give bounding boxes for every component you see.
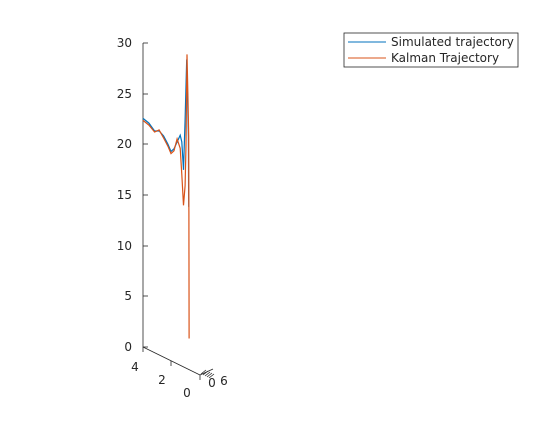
z-tick-30: 30 [117, 36, 148, 50]
y-tick-mark [208, 373, 215, 379]
z-tick-5: 5 [124, 289, 148, 303]
z-tick-25: 25 [117, 87, 148, 101]
legend-entry-simulated[interactable]: Simulated trajectory [348, 35, 514, 49]
z-tick-label: 25 [117, 87, 132, 101]
y-tick-mark [202, 370, 209, 376]
z-axis-ticks: 0 5 10 15 20 25 [117, 36, 148, 354]
x-axis-ticks: 4 2 0 [131, 347, 201, 400]
z-tick-label: 15 [117, 188, 132, 202]
y-tick-mark [206, 372, 213, 378]
x-tick-0: 0 [183, 375, 201, 400]
z-tick-label: 0 [124, 340, 132, 354]
z-tick-10: 10 [117, 239, 148, 253]
y-tick-mark [204, 371, 211, 377]
y-tick-label: 0 [208, 376, 216, 390]
y-axis-ticks: 0 6 [200, 369, 228, 390]
x-tick-label: 0 [183, 386, 191, 400]
legend[interactable]: Simulated trajectory Kalman Trajectory [343, 32, 519, 68]
legend-label: Kalman Trajectory [391, 51, 499, 65]
y-tick-mark [200, 369, 207, 375]
series-layer [142, 54, 190, 339]
z-tick-20: 20 [117, 137, 148, 151]
legend-entry-kalman[interactable]: Kalman Trajectory [348, 51, 499, 65]
plot-axes: 0 5 10 15 20 25 [117, 36, 228, 400]
z-tick-label: 20 [117, 137, 132, 151]
z-tick-label: 30 [117, 36, 132, 50]
legend-label: Simulated trajectory [391, 35, 514, 49]
legend-box [343, 32, 519, 68]
x-tick-4: 4 [131, 347, 144, 374]
x-tick-label: 2 [158, 373, 166, 387]
y-tick-label: 6 [220, 374, 228, 388]
x-tick-label: 4 [131, 360, 139, 374]
z-tick-0: 0 [124, 340, 148, 354]
series-line-1 [142, 54, 190, 339]
x-tick-2: 2 [158, 361, 172, 387]
z-tick-15: 15 [117, 188, 148, 202]
x-axis-line [142, 346, 201, 376]
z-tick-label: 5 [124, 289, 132, 303]
z-tick-label: 10 [117, 239, 132, 253]
